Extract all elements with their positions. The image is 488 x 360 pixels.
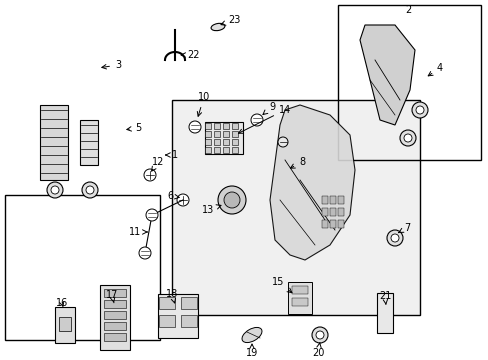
Bar <box>231 131 238 137</box>
Text: 23: 23 <box>221 15 240 25</box>
Bar <box>158 294 198 338</box>
Text: 2: 2 <box>404 5 410 15</box>
Text: 20: 20 <box>311 342 324 358</box>
Circle shape <box>399 130 415 146</box>
Bar <box>40 105 68 180</box>
Bar <box>214 147 220 153</box>
Circle shape <box>189 121 201 133</box>
Text: 17: 17 <box>105 290 118 303</box>
Bar <box>104 311 126 319</box>
Circle shape <box>82 182 98 198</box>
Bar <box>172 100 419 315</box>
Circle shape <box>224 192 240 208</box>
Text: 19: 19 <box>245 344 258 358</box>
Bar <box>337 208 343 216</box>
Circle shape <box>47 182 63 198</box>
Bar <box>100 285 130 350</box>
Bar <box>291 298 307 306</box>
Circle shape <box>311 327 327 343</box>
Bar <box>104 333 126 341</box>
Text: 13: 13 <box>202 205 221 215</box>
Bar <box>337 196 343 204</box>
Text: 22: 22 <box>181 50 200 60</box>
Text: 1: 1 <box>165 150 178 160</box>
Ellipse shape <box>211 23 224 31</box>
Bar <box>181 315 197 327</box>
Text: 6: 6 <box>166 191 179 201</box>
Text: 3: 3 <box>102 60 121 70</box>
Text: 5: 5 <box>126 123 141 133</box>
Bar <box>104 289 126 297</box>
Bar <box>104 300 126 308</box>
Bar <box>204 122 243 154</box>
Circle shape <box>315 331 324 339</box>
Circle shape <box>143 169 156 181</box>
Bar <box>181 297 197 309</box>
Circle shape <box>278 137 287 147</box>
Bar <box>204 147 210 153</box>
Circle shape <box>86 186 94 194</box>
Polygon shape <box>359 25 414 125</box>
Text: 21: 21 <box>378 291 390 304</box>
Text: 10: 10 <box>197 92 210 116</box>
Text: 7: 7 <box>398 223 409 233</box>
Circle shape <box>390 234 398 242</box>
Bar <box>321 196 327 204</box>
Polygon shape <box>269 105 354 260</box>
Circle shape <box>386 230 402 246</box>
Text: 8: 8 <box>290 157 305 168</box>
Text: 15: 15 <box>271 277 291 293</box>
Bar <box>5 195 160 340</box>
Circle shape <box>218 186 245 214</box>
Text: 4: 4 <box>427 63 442 76</box>
Bar <box>172 100 419 315</box>
Bar <box>80 120 98 165</box>
Text: 16: 16 <box>56 298 68 308</box>
Bar <box>59 317 71 331</box>
Bar <box>214 131 220 137</box>
Circle shape <box>415 106 423 114</box>
Circle shape <box>146 209 158 221</box>
Bar <box>204 123 210 129</box>
Bar <box>214 139 220 145</box>
Bar <box>376 293 392 333</box>
Text: 18: 18 <box>165 289 178 303</box>
Bar <box>329 196 335 204</box>
Text: 12: 12 <box>151 157 164 171</box>
Circle shape <box>177 194 189 206</box>
Bar <box>204 131 210 137</box>
Bar <box>231 139 238 145</box>
Bar <box>321 220 327 228</box>
Bar <box>159 297 175 309</box>
Circle shape <box>411 102 427 118</box>
Bar <box>329 208 335 216</box>
Bar <box>223 123 228 129</box>
Circle shape <box>403 134 411 142</box>
Bar <box>223 139 228 145</box>
Bar <box>55 307 75 343</box>
Circle shape <box>51 186 59 194</box>
Bar <box>287 282 311 314</box>
Bar <box>223 131 228 137</box>
Bar <box>329 220 335 228</box>
Bar <box>337 220 343 228</box>
Bar <box>231 123 238 129</box>
Text: 9: 9 <box>263 102 274 114</box>
Text: 14: 14 <box>238 105 290 133</box>
Circle shape <box>250 114 263 126</box>
Bar <box>159 315 175 327</box>
Bar <box>291 286 307 294</box>
Ellipse shape <box>242 328 262 343</box>
Text: 11: 11 <box>129 227 147 237</box>
Circle shape <box>139 247 151 259</box>
Bar <box>104 322 126 330</box>
Bar <box>214 123 220 129</box>
Bar <box>321 208 327 216</box>
Bar <box>223 147 228 153</box>
Bar <box>231 147 238 153</box>
Bar <box>204 139 210 145</box>
Bar <box>337 5 480 160</box>
